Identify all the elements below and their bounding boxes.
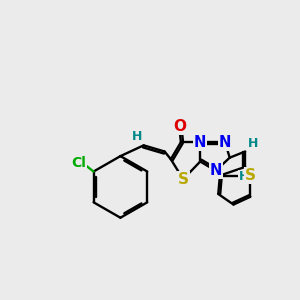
Text: H: H bbox=[248, 137, 258, 150]
Text: Cl: Cl bbox=[71, 156, 86, 170]
Text: N: N bbox=[194, 135, 206, 150]
Text: S: S bbox=[178, 172, 189, 187]
Text: S: S bbox=[245, 168, 256, 183]
Text: H: H bbox=[131, 130, 142, 143]
Text: H: H bbox=[238, 170, 249, 183]
Text: O: O bbox=[173, 119, 186, 134]
Text: N: N bbox=[219, 135, 231, 150]
Text: N: N bbox=[210, 163, 222, 178]
